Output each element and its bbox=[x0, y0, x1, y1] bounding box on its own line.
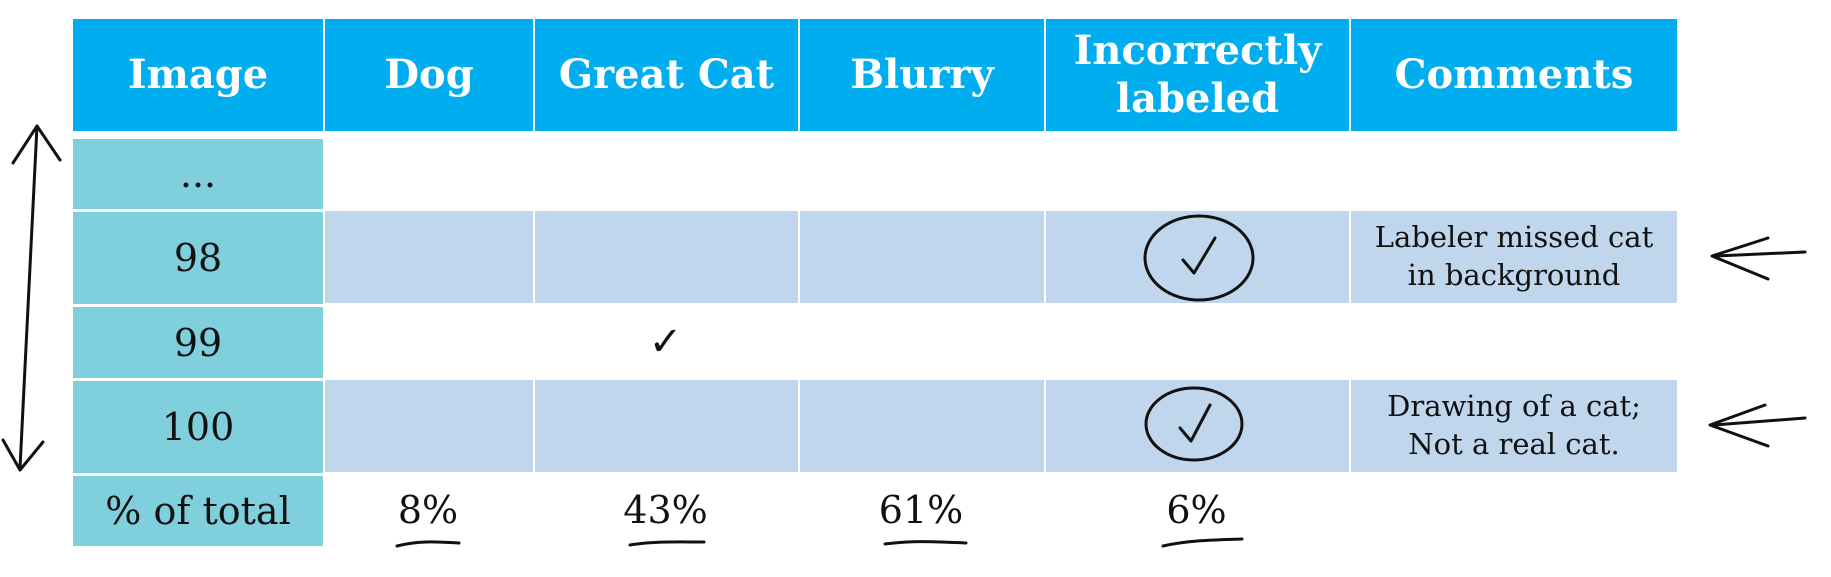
row-98-great-cat bbox=[533, 211, 798, 303]
row-98-dog bbox=[323, 211, 533, 303]
row-100-comment-line-1: Drawing of a cat; bbox=[1387, 389, 1641, 424]
header-great-cat: Great Cat bbox=[533, 19, 798, 131]
underline-blurry bbox=[883, 540, 968, 546]
header-image: Image bbox=[73, 19, 323, 131]
header-blurry: Blurry bbox=[798, 19, 1044, 131]
row-98-comment-line-2: in background bbox=[1407, 258, 1621, 292]
image-cell-ellipsis: ... bbox=[73, 136, 323, 209]
arrow-row-100 bbox=[1712, 416, 1807, 427]
circle-mark-98 bbox=[1143, 214, 1255, 302]
underline-incorrectly-labeled bbox=[1161, 537, 1244, 548]
total-incorrectly-labeled: 6% bbox=[1166, 487, 1227, 532]
header-comments: Comments bbox=[1349, 19, 1677, 131]
arrow-row-98 bbox=[1714, 250, 1807, 258]
arrow-row-98-head bbox=[1710, 236, 1770, 281]
image-cell-100: 100 bbox=[73, 378, 323, 473]
circle-mark-100 bbox=[1144, 386, 1244, 462]
image-cell-99: 99 bbox=[73, 304, 323, 378]
total-dog: 8% bbox=[397, 487, 459, 532]
underline-dog bbox=[395, 540, 461, 548]
underline-great-cat bbox=[628, 540, 706, 547]
row-100-blurry bbox=[798, 380, 1044, 472]
arrow-row-100-head bbox=[1708, 403, 1770, 448]
row-98-comment-line-1: Labeler missed cat bbox=[1374, 220, 1654, 255]
row-100-comment: Drawing of a cat; Not a real cat. bbox=[1349, 380, 1677, 472]
row-100-incorrectly-labeled bbox=[1044, 380, 1349, 472]
row-98-comment: Labeler missed cat in background bbox=[1349, 211, 1677, 303]
header-incorrectly-labeled: Incorrectly labeled bbox=[1044, 19, 1349, 131]
total-label: % of total bbox=[73, 473, 323, 546]
row-98-incorrectly-labeled bbox=[1044, 211, 1349, 303]
check-mark-98 bbox=[1181, 236, 1217, 275]
row-100-great-cat bbox=[533, 380, 798, 472]
image-cell-98: 98 bbox=[73, 209, 323, 304]
row-98-blurry bbox=[798, 211, 1044, 303]
total-blurry: 61% bbox=[878, 487, 964, 532]
row-100-comment-line-2: Not a real cat. bbox=[1408, 427, 1620, 461]
header-dog: Dog bbox=[323, 19, 533, 131]
check-mark-100 bbox=[1178, 403, 1212, 443]
vertical-arrow bbox=[18, 124, 39, 470]
row-100-dog bbox=[323, 380, 533, 472]
vertical-arrow-bottom-head bbox=[1, 438, 45, 472]
total-great-cat: 43% bbox=[623, 487, 708, 532]
row-99-great-cat-check: ✓ bbox=[648, 319, 683, 365]
vertical-arrow-top-head bbox=[11, 124, 62, 165]
